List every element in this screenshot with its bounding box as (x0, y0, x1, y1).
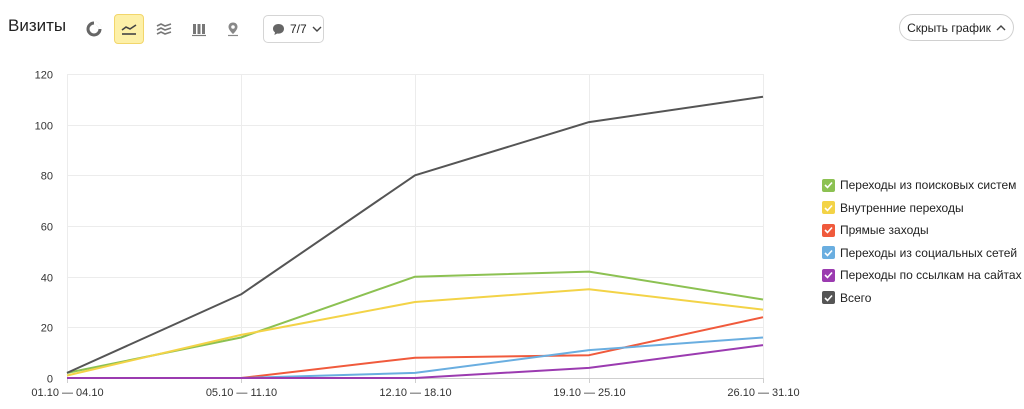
page-title: Визиты (8, 16, 67, 35)
comments-button[interactable]: 7/7 (263, 15, 324, 43)
legend-item[interactable]: Внутренние переходы (822, 197, 1022, 220)
chevron-down-icon (312, 26, 322, 32)
series-line (67, 344, 764, 379)
checkbox-checked-icon[interactable] (822, 268, 835, 282)
area-chart-button[interactable] (149, 14, 179, 44)
bar-chart-icon (192, 24, 206, 37)
legend-item[interactable]: Переходы из поисковых систем (822, 174, 1022, 197)
map-pin-icon (228, 22, 238, 37)
chevron-up-icon (996, 25, 1006, 31)
series-line (66, 288, 764, 377)
y-tick-label: 100 (35, 121, 53, 133)
legend-label: Всего (840, 290, 872, 305)
x-tick-label: 19.10 — 25.10 (553, 387, 625, 399)
legend-label: Переходы из социальных сетей (840, 245, 1018, 260)
series-line (66, 95, 764, 374)
legend-item[interactable]: Всего (822, 287, 1022, 310)
comment-icon (273, 23, 284, 35)
legend-label: Переходы из поисковых систем (840, 178, 1017, 193)
legend-label: Переходы по ссылкам на сайтах (840, 268, 1022, 283)
legend-label: Прямые заходы (840, 223, 929, 238)
line-chart-icon (121, 24, 137, 35)
checkbox-checked-icon[interactable] (822, 201, 835, 215)
x-tick-label: 26.10 — 31.10 (727, 387, 799, 399)
line-chart-button[interactable] (114, 14, 144, 44)
y-tick-label: 40 (41, 273, 53, 285)
x-tick-label: 12.10 — 18.10 (379, 387, 451, 399)
chart-legend: Переходы из поисковых систем Внутренние п… (822, 174, 1022, 309)
y-tick-label: 20 (41, 323, 53, 335)
y-tick-label: 80 (41, 171, 53, 183)
y-tick-label: 120 (35, 70, 53, 82)
hide-chart-button[interactable]: Скрыть график (899, 14, 1014, 41)
checkbox-checked-icon[interactable] (822, 178, 835, 192)
checkbox-checked-icon[interactable] (822, 291, 835, 305)
x-tick-label: 01.10 — 04.10 (31, 387, 103, 399)
legend-item[interactable]: Переходы из социальных сетей (822, 242, 1022, 265)
x-tick-label: 05.10 — 11.10 (206, 387, 277, 399)
pie-chart-icon (86, 21, 102, 37)
checkbox-checked-icon[interactable] (822, 246, 835, 260)
comments-count: 7/7 (290, 22, 307, 36)
map-button[interactable] (218, 14, 248, 44)
y-tick-label: 0 (47, 374, 53, 386)
pie-chart-button[interactable] (79, 14, 109, 44)
chart-toolbar: Визиты (0, 0, 1024, 56)
legend-item[interactable]: Переходы по ссылкам на сайтах (822, 264, 1022, 287)
area-chart-icon (156, 23, 172, 35)
checkbox-checked-icon[interactable] (822, 223, 835, 237)
y-tick-label: 60 (41, 222, 53, 234)
legend-item[interactable]: Прямые заходы (822, 219, 1022, 242)
hide-chart-label: Скрыть график (907, 20, 991, 35)
bar-chart-button[interactable] (184, 14, 214, 44)
legend-label: Внутренние переходы (840, 200, 964, 215)
